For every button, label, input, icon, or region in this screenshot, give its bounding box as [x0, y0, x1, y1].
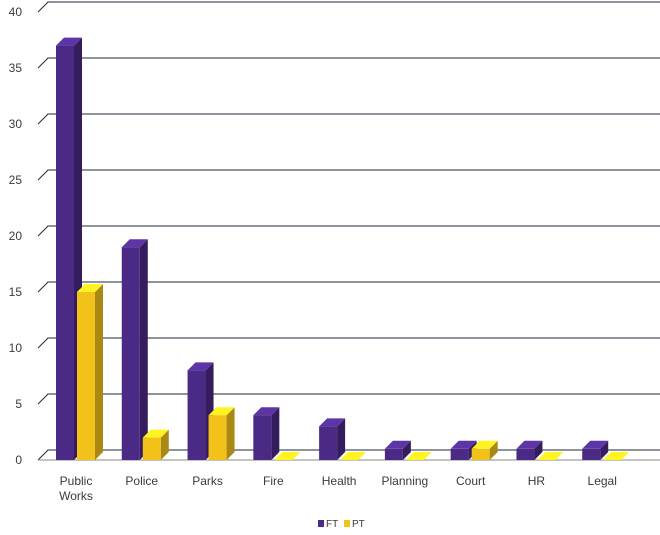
- bar-ft: [582, 440, 609, 460]
- bar-ft: [384, 440, 411, 460]
- bars: [56, 37, 630, 460]
- bar-pt: [208, 407, 235, 460]
- legend-label-ft: FT: [326, 519, 338, 530]
- x-tick-label: Legal: [588, 474, 617, 488]
- gridline: [37, 1, 660, 13]
- y-tick-label: 25: [9, 173, 23, 187]
- bar-pt: [603, 452, 630, 460]
- gridline: [37, 225, 660, 237]
- bar-pt: [537, 452, 564, 460]
- legend: FT PT: [318, 519, 365, 530]
- legend-swatch-ft: [318, 520, 324, 527]
- gridline: [37, 337, 660, 349]
- y-tick-label: 30: [9, 117, 23, 131]
- y-tick-label: 5: [15, 397, 22, 411]
- y-tick-label: 35: [9, 61, 23, 75]
- gridline: [37, 281, 660, 293]
- bar-ft: [253, 407, 280, 460]
- x-tick-label: Planning: [382, 474, 429, 488]
- x-axis-labels: Public Works Police Parks Fire Health Planning…: [59, 474, 617, 503]
- y-tick-label: 10: [9, 341, 23, 355]
- legend-swatch-pt: [344, 520, 350, 527]
- x-tick-label: Police: [125, 474, 158, 488]
- x-tick-label: Court: [456, 474, 486, 488]
- y-tick-label: 40: [9, 5, 23, 19]
- gridlines: [37, 1, 660, 461]
- x-tick-label: HR: [528, 474, 546, 488]
- y-axis: 0 5 10 15 20 25 30 35 40: [9, 5, 23, 467]
- legend-label-pt: PT: [352, 519, 365, 530]
- bar-ft: [516, 440, 543, 460]
- bar-pt: [471, 440, 498, 460]
- bar-pt: [340, 452, 367, 460]
- y-tick-label: 20: [9, 229, 23, 243]
- gridline: [37, 113, 660, 125]
- x-tick-label: Public Works: [59, 474, 93, 503]
- bar-pt: [77, 284, 103, 460]
- x-tick-label: Parks: [192, 474, 223, 488]
- gridline: [37, 57, 660, 69]
- bar-pt: [405, 452, 432, 460]
- bar-ft: [121, 239, 148, 460]
- x-tick-label: Health: [322, 474, 357, 488]
- bar-ft: [319, 418, 346, 460]
- x-tick-label: Fire: [263, 474, 284, 488]
- y-tick-label: 0: [15, 453, 22, 467]
- gridline: [37, 169, 660, 181]
- gridline: [37, 393, 660, 405]
- bar-pt: [274, 452, 301, 460]
- y-tick-label: 15: [9, 285, 23, 299]
- bar-pt: [142, 429, 169, 460]
